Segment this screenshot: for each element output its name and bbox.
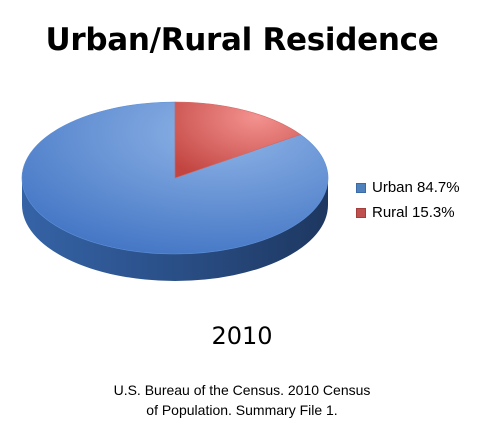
legend-swatch-rural: [356, 207, 366, 218]
source-line-1: U.S. Bureau of the Census. 2010 Census: [113, 382, 371, 398]
legend-swatch-urban: [356, 182, 366, 193]
legend-label-urban: Urban 84.7%: [372, 179, 460, 196]
pie-sides: [22, 178, 328, 281]
legend: Urban 84.7% Rural 15.3%: [356, 175, 460, 225]
year-label: 2010: [211, 322, 273, 350]
source-note: U.S. Bureau of the Census. 2010 Census o…: [0, 380, 484, 420]
pie-slice-rural: [174, 101, 302, 179]
source-line-2: of Population. Summary File 1.: [146, 402, 338, 418]
legend-item-urban: Urban 84.7%: [356, 175, 460, 200]
legend-item-rural: Rural 15.3%: [356, 200, 460, 225]
legend-label-rural: Rural 15.3%: [372, 204, 455, 221]
pie-slices: [21, 101, 329, 255]
pie-slice-urban: [21, 101, 329, 255]
pie-side-urban: [22, 178, 328, 281]
chart-title: Urban/Rural Residence: [45, 22, 439, 58]
